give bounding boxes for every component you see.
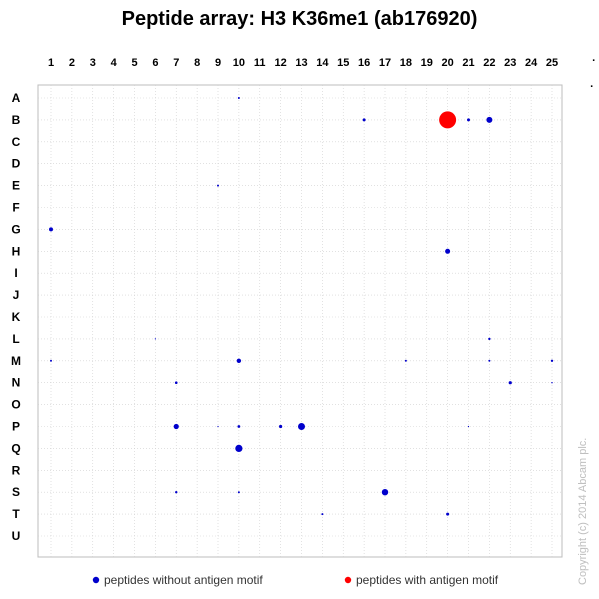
data-point — [551, 382, 553, 384]
row-tick-label: I — [14, 266, 17, 280]
row-tick-label: Q — [11, 441, 20, 455]
column-tick-label: 1 — [48, 57, 54, 69]
row-tick-label: C — [12, 135, 21, 149]
chart-title: Peptide array: H3 K36me1 (ab176920) — [121, 8, 478, 30]
column-tick-label: 4 — [111, 57, 118, 69]
data-point — [237, 97, 240, 99]
row-tick-label: T — [12, 507, 20, 521]
column-tick-label: 5 — [131, 57, 137, 69]
column-tick-label: 10 — [233, 57, 245, 69]
legend: peptides without antigen motif peptides w… — [92, 573, 499, 587]
column-tick-label: 18 — [400, 57, 412, 69]
data-point — [174, 381, 178, 385]
axis-layer: 1 2 3 4 5 6 7 8 9 10 11 12 13 14 15 16 17 18 19 20 21 22 23 24 2… — [11, 57, 558, 543]
row-tick-label: F — [12, 201, 19, 215]
row-tick-label: H — [12, 244, 21, 258]
row-tick-label: U — [12, 529, 21, 543]
column-tick-label: 15 — [337, 57, 349, 69]
column-tick-label: 22 — [483, 57, 495, 69]
column-tick-label: 21 — [462, 57, 474, 69]
data-point — [173, 423, 179, 430]
column-tick-label: 25 — [546, 57, 558, 69]
row-tick-label: P — [12, 420, 20, 434]
data-point — [446, 512, 450, 516]
points-layer — [49, 97, 554, 516]
column-tick-label: 2 — [69, 57, 75, 69]
column-tick-label: 17 — [379, 57, 391, 69]
data-point — [217, 184, 219, 187]
row-tick-label: S — [12, 485, 20, 499]
data-point — [50, 359, 52, 362]
data-point — [279, 424, 283, 429]
data-point — [404, 359, 407, 362]
legend-marker — [344, 576, 352, 584]
data-point — [488, 337, 491, 341]
column-tick-label: 14 — [316, 57, 329, 69]
corner-mark: · — [592, 55, 596, 67]
data-point — [175, 491, 178, 494]
column-tick-label: 16 — [358, 57, 370, 69]
data-point — [235, 444, 243, 452]
column-tick-label: 9 — [215, 57, 221, 69]
data-point — [154, 338, 156, 340]
data-point — [467, 118, 470, 122]
column-tick-label: 7 — [173, 57, 179, 69]
data-point — [550, 359, 554, 362]
column-tick-label: 6 — [152, 57, 158, 69]
column-tick-label: 20 — [442, 57, 454, 69]
data-point — [508, 381, 512, 385]
plot-frame — [37, 84, 563, 558]
data-point — [445, 248, 451, 254]
legend-label: peptides with antigen motif — [356, 573, 499, 587]
column-tick-label: 8 — [194, 57, 200, 69]
data-point — [486, 116, 493, 123]
row-tick-label: E — [12, 179, 20, 193]
column-tick-label: 19 — [421, 57, 433, 69]
data-point — [362, 118, 366, 122]
data-point — [381, 489, 389, 496]
row-tick-label: L — [12, 332, 19, 346]
data-point — [488, 359, 491, 362]
copyright-notice: Copyright (c) 2014 Abcam plc. — [577, 438, 589, 585]
corner-mark: · — [590, 81, 594, 93]
data-point — [236, 358, 242, 363]
grid-layer — [37, 84, 563, 558]
row-tick-label: N — [12, 376, 21, 390]
data-point — [237, 491, 240, 494]
data-point — [49, 227, 53, 232]
column-tick-label: 23 — [504, 57, 516, 69]
column-tick-label: 13 — [295, 57, 307, 69]
row-tick-label: R — [12, 463, 21, 477]
column-tick-label: 3 — [90, 57, 96, 69]
row-tick-label: D — [12, 157, 21, 171]
column-tick-label: 12 — [275, 57, 287, 69]
data-point — [321, 513, 324, 516]
data-point — [439, 111, 457, 129]
legend-label: peptides without antigen motif — [104, 573, 263, 587]
data-point — [467, 425, 470, 428]
data-point — [237, 425, 241, 428]
column-tick-label: 24 — [525, 57, 538, 69]
row-tick-label: O — [11, 398, 20, 412]
row-tick-label: B — [12, 113, 21, 127]
data-point — [217, 425, 219, 428]
row-tick-label: G — [11, 222, 20, 236]
legend-marker — [92, 576, 100, 584]
data-point — [298, 423, 305, 430]
row-tick-label: A — [12, 91, 21, 105]
row-tick-label: K — [12, 310, 21, 324]
column-tick-label: 11 — [254, 57, 266, 69]
row-tick-label: M — [11, 354, 21, 368]
row-tick-label: J — [13, 288, 20, 302]
